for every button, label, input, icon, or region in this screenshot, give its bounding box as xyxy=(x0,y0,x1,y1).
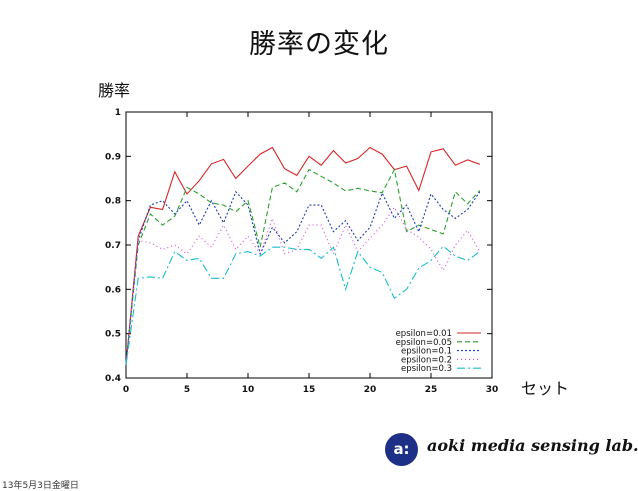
logo-text: aoki media sensing lab. xyxy=(427,436,638,455)
y-tick-label: 0.8 xyxy=(105,197,121,207)
x-tick-label: 10 xyxy=(242,385,255,395)
footer-date: 13年5月3日金曜日 xyxy=(2,481,79,491)
series-line xyxy=(125,206,481,365)
x-tick-label: 15 xyxy=(303,385,316,395)
legend-label: epsilon=0.05 xyxy=(396,338,452,348)
y-tick-label: 0.6 xyxy=(105,285,121,295)
x-tick-label: 30 xyxy=(486,385,499,395)
x-tick-label: 20 xyxy=(364,385,377,395)
y-tick-label: 0.4 xyxy=(105,374,121,384)
y-tick-label: 0.9 xyxy=(105,152,121,162)
x-tick-label: 25 xyxy=(425,385,438,395)
x-tick-label: 5 xyxy=(184,385,190,395)
logo-mark-icon: a: xyxy=(385,433,418,466)
y-tick-label: 0.7 xyxy=(105,241,121,251)
series-line xyxy=(125,146,480,365)
legend-label: epsilon=0.2 xyxy=(401,355,452,365)
lab-logo: a: aoki media sensing lab. xyxy=(385,433,638,467)
y-tick-label: 0.5 xyxy=(105,330,121,340)
y-axis-label: 勝率 xyxy=(98,81,131,100)
legend-label: epsilon=0.3 xyxy=(401,364,452,374)
x-tick-label: 0 xyxy=(123,385,129,395)
legend-label: epsilon=0.1 xyxy=(401,347,452,357)
y-tick-label: 1 xyxy=(115,108,121,118)
slide-title: 勝率の変化 xyxy=(249,29,389,60)
x-axis-label: セット xyxy=(521,379,570,398)
series-line xyxy=(125,190,481,365)
legend-label: epsilon=0.01 xyxy=(396,329,452,339)
